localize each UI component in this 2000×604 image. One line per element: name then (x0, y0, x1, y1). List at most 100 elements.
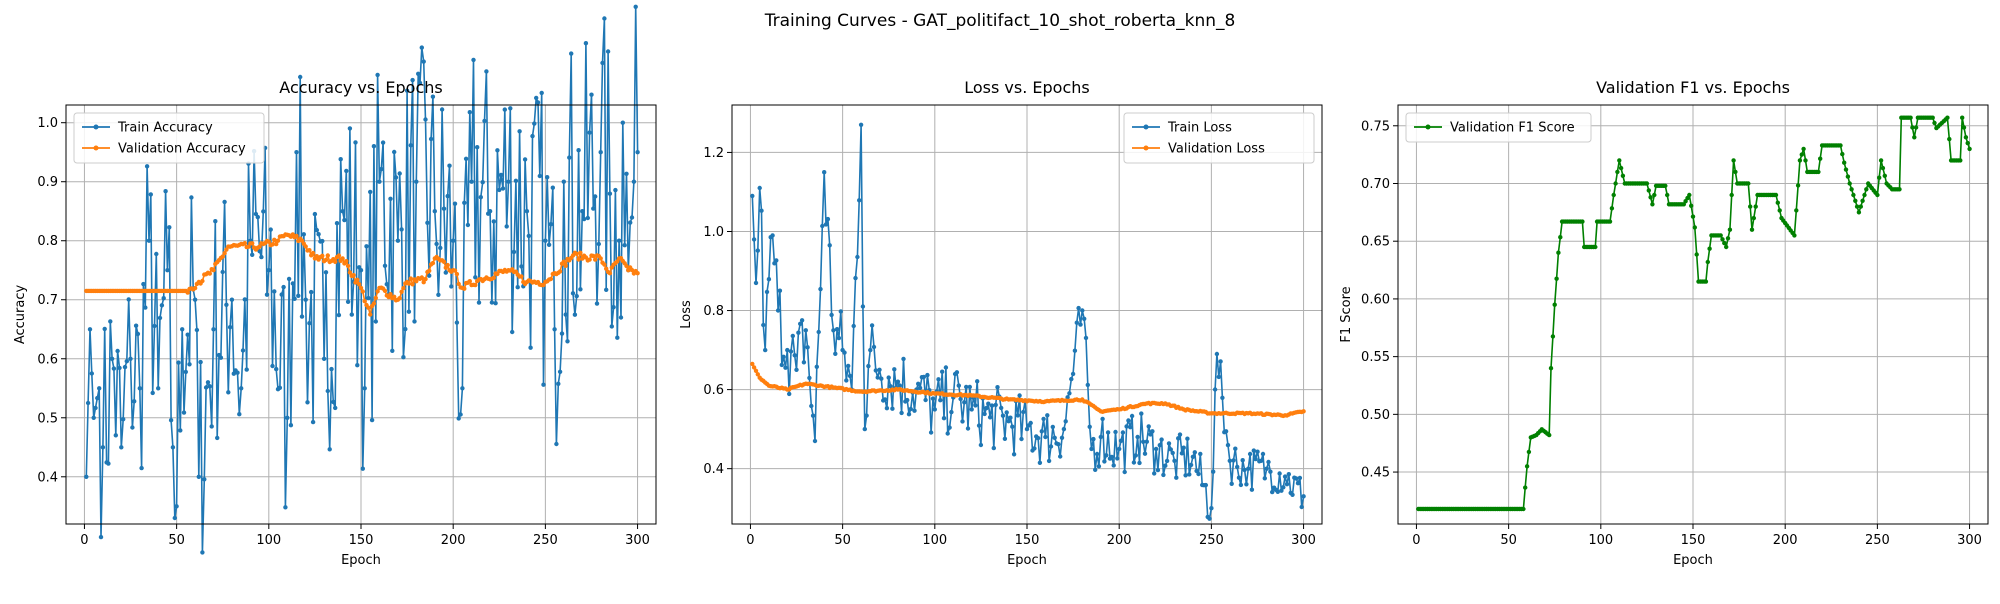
y-tick-label: 0.6 (37, 352, 58, 367)
y-axis-label: F1 Score (1339, 286, 1354, 342)
data-point (288, 423, 294, 428)
data-point (316, 232, 321, 237)
data-point (1002, 436, 1008, 441)
data-point (515, 285, 520, 290)
data-point (371, 301, 377, 306)
data-point (285, 415, 290, 420)
data-point (410, 77, 415, 83)
data-point (884, 406, 890, 411)
data-point (781, 354, 786, 359)
data-point (1611, 192, 1616, 198)
data-point (567, 155, 572, 160)
data-point (973, 403, 978, 408)
data-point (351, 273, 356, 278)
data-point (1124, 424, 1129, 429)
data-point (860, 304, 866, 309)
data-point (1967, 146, 1972, 152)
data-point (1006, 419, 1011, 424)
data-point (283, 505, 288, 510)
data-point (825, 216, 831, 222)
data-point (425, 220, 430, 225)
legend-label: Validation Loss (1168, 142, 1265, 157)
data-point (1004, 410, 1009, 415)
data-point (871, 344, 877, 350)
data-point (1216, 374, 1222, 380)
data-point (755, 372, 760, 377)
data-point (890, 406, 895, 411)
data-point (1039, 429, 1045, 434)
data-point (1046, 458, 1052, 464)
data-point (1102, 459, 1107, 464)
data-point (460, 386, 465, 391)
x-tick-label: 100 (922, 533, 947, 548)
data-point (183, 369, 188, 375)
data-point (412, 319, 417, 324)
data-point (1244, 482, 1249, 487)
data-point (1052, 435, 1057, 440)
data-point (294, 233, 299, 239)
data-point (469, 179, 474, 184)
data-point (463, 156, 469, 161)
data-point (368, 312, 373, 317)
data-point (792, 353, 797, 358)
data-point (126, 297, 131, 302)
data-point (1168, 447, 1174, 452)
data-point (960, 419, 965, 424)
data-point (1552, 302, 1557, 307)
data-point (202, 477, 207, 482)
data-point (923, 397, 928, 403)
data-point (1177, 432, 1183, 437)
data-point (231, 371, 236, 376)
data-point (482, 118, 487, 124)
data-point (246, 244, 251, 249)
data-point (609, 324, 614, 329)
data-point (1111, 463, 1116, 468)
data-point (1690, 214, 1696, 219)
data-point (833, 351, 838, 356)
x-tick-label: 50 (168, 533, 185, 548)
data-point (580, 209, 585, 214)
data-point (423, 276, 428, 282)
data-point (510, 329, 515, 335)
data-point (427, 268, 432, 273)
data-point (209, 424, 214, 429)
data-point (334, 221, 340, 226)
data-point (552, 327, 557, 332)
data-point (333, 405, 338, 411)
data-point (593, 194, 598, 199)
data-point (93, 405, 98, 411)
data-point (1163, 463, 1168, 468)
data-point (596, 241, 601, 247)
data-point (879, 376, 884, 381)
data-point (325, 388, 330, 394)
x-axis-label: Epoch (1673, 553, 1713, 568)
data-point (598, 256, 603, 261)
data-point (1181, 445, 1186, 450)
data-point (154, 251, 159, 257)
data-point (967, 384, 972, 390)
data-point (1842, 160, 1847, 165)
data-point (803, 328, 808, 333)
data-point (1607, 219, 1613, 224)
data-point (578, 287, 583, 292)
data-point (1118, 438, 1124, 443)
x-tick-label: 300 (1291, 533, 1316, 548)
data-point (788, 349, 794, 354)
data-point (1897, 187, 1902, 192)
data-point (1266, 459, 1271, 465)
data-point (1094, 451, 1100, 457)
data-point (340, 209, 345, 214)
series-line-1 (751, 124, 1305, 520)
data-point (1725, 236, 1731, 241)
data-point (616, 238, 622, 243)
data-point (801, 360, 807, 365)
data-point (1249, 487, 1255, 492)
data-point (818, 286, 823, 292)
data-point (958, 396, 963, 402)
data-point (85, 400, 91, 406)
data-point (1133, 453, 1139, 458)
data-point (205, 380, 211, 385)
data-point (1161, 472, 1166, 478)
data-point (1061, 426, 1067, 432)
data-point (414, 179, 419, 184)
